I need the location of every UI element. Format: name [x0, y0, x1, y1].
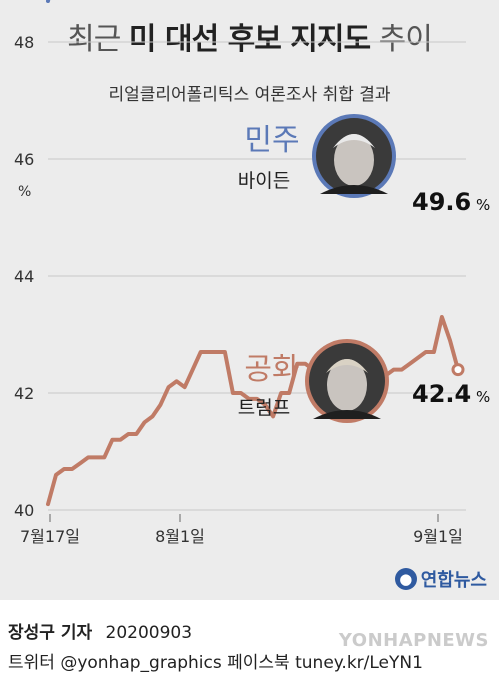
trump-portrait-suit: [313, 410, 381, 419]
trump-line: [46, 315, 460, 507]
footer-social: 트위터 @yonhap_graphics 페이스북 tuney.kr/LeYN1: [8, 653, 423, 673]
trump-candidate-label: 트럼프: [238, 397, 290, 419]
title-main: 미 대선 후보 지지도: [128, 22, 371, 57]
publish-date: 20200903: [105, 623, 193, 643]
y-tick-label: 40: [14, 501, 34, 520]
reporter-name: 장성구 기자: [8, 623, 93, 643]
title-prefix: 최근: [67, 22, 121, 57]
trump-end-unit: %: [476, 388, 490, 406]
trump-end-value: 42.4: [412, 380, 471, 408]
x-tick-label: 9월1일: [413, 527, 463, 546]
yonhap-logo-icon: ●: [394, 568, 417, 590]
y-tick-label: 42: [14, 384, 34, 403]
x-tick-label: 7월17일: [20, 527, 80, 546]
chart-subtitle: 리얼클리어폴리틱스 여론조사 취합 결과: [108, 85, 391, 105]
chart-panel: [0, 0, 499, 600]
yonhap-watermark: YONHAPNEWS: [338, 630, 489, 651]
biden-candidate-label: 바이든: [238, 170, 290, 192]
biden-portrait-face: [334, 134, 374, 186]
biden-end-unit: %: [476, 196, 490, 214]
trump-end-marker: [451, 363, 465, 377]
biden-portrait-hair: [333, 134, 375, 148]
x-tick-label: 8월1일: [155, 527, 205, 546]
title-suffix: 추이: [378, 22, 433, 57]
biden-party-label: 민주: [244, 123, 299, 158]
trump-party-label: 공화: [244, 352, 299, 387]
yonhap-logo: ● 연합뉴스: [394, 566, 487, 592]
footer-reporter: 장성구 기자 20200903: [8, 618, 192, 643]
chart-title: 최근 미 대선 후보 지지도 추이: [0, 14, 499, 58]
y-unit-label: %: [18, 184, 31, 200]
trump-portrait-face: [327, 359, 367, 411]
line-chart: 404244464850%7월17일8월1일9월1일49.6%42.4%민주바이…: [14, 0, 490, 546]
y-tick-label: 46: [14, 150, 34, 169]
biden-portrait-suit: [320, 185, 388, 194]
trump-portrait-hair: [326, 359, 368, 373]
biden-line: [46, 0, 51, 3]
y-tick-label: 44: [14, 267, 34, 286]
y-tick-label: 48: [14, 33, 34, 52]
biden-end-value: 49.6: [412, 188, 471, 216]
yonhap-logo-text: 연합뉴스: [420, 570, 487, 591]
